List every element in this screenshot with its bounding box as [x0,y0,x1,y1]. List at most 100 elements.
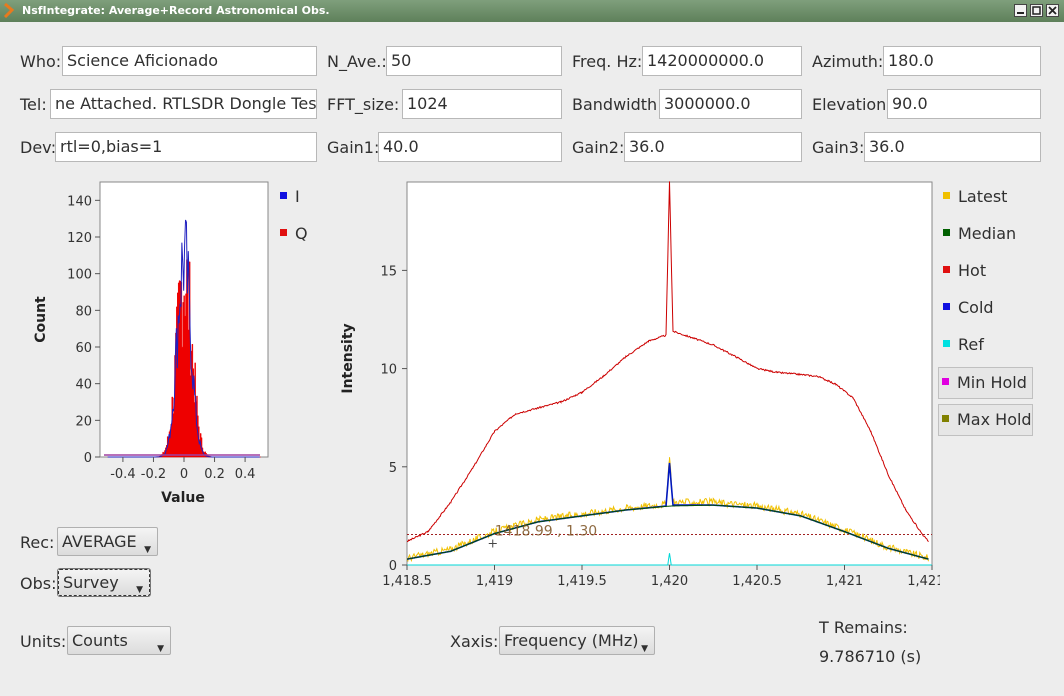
units-label: Units: [20,632,67,651]
tel-label: Tel: [20,95,47,114]
histogram-y-tick-label: 0 [84,451,92,466]
spectrum-legend-item-cold: Cold [943,293,994,323]
hist-legend-swatch-q [280,229,287,236]
maximize-button[interactable] [1030,4,1043,17]
spectrum-legend-item-hot: Hot [943,256,986,286]
obs-select[interactable]: Survey ▼ [57,568,151,597]
histogram-x-tick-label: -0.2 [141,467,166,482]
histogram-y-tick-label: 60 [75,341,92,356]
histogram-y-tick-label: 20 [75,414,92,429]
minimize-icon [1017,12,1024,14]
histogram-x-tick-label: -0.4 [110,467,135,482]
gain3-label: Gain3: [812,138,865,157]
freq-label: Freq. Hz: [572,52,643,71]
histogram-x-tick-label: 0.2 [204,467,225,482]
who-input[interactable]: Science Aficionado [62,46,317,76]
xaxis-label: Xaxis: [450,632,499,651]
hist-legend-item-i: I [280,182,300,212]
hist-legend-label-i: I [295,187,300,206]
spectrum-x-tick-label: 1,418.5 [382,574,432,589]
spectrum-legend-swatch-median [943,229,950,236]
histogram-y-tick-label: 80 [75,304,92,319]
n-ave-input[interactable]: 50 [386,46,562,76]
dev-input[interactable]: rtl=0,bias=1 [55,132,317,162]
freq-input[interactable]: 1420000000.0 [642,46,802,76]
close-icon [1048,6,1057,15]
t-remains-value: 9.786710 (s) [819,647,922,666]
histogram-y-tick-label: 100 [67,268,92,283]
title-bar: NsfIntegrate: Average+Record Astronomica… [0,0,1064,22]
fft-size-label: FFT_size: [327,95,400,114]
gain1-label: Gain1: [327,138,380,157]
gain1-input[interactable]: 40.0 [378,132,562,162]
spectrum-legend-label-hot: Hot [958,261,987,280]
app-icon [3,3,15,18]
histogram-chart: 0 20 40 60 80 100 120 140 -0.4 -0.2 0 0.2 0.4 Value Co… [33,181,269,506]
spectrum-legend-label-latest: Latest [958,187,1008,206]
spectrum-y-tick-label: 10 [380,363,397,378]
spectrum-legend-label-median: Median [958,224,1017,243]
gain2-label: Gain2: [572,138,625,157]
spectrum-chart: 1418.99 , 1.30 0 5 10 15 1,418.5 1,419 1,419.5 1… [340,181,940,589]
hist-legend-label-q: Q [295,224,308,243]
dev-label: Dev: [20,138,57,157]
units-select-value: Counts [72,631,128,650]
spectrum-x-tick-label: 1,421.5 [907,574,940,589]
spectrum-y-axis-label: Intensity [340,323,356,393]
chevron-down-icon: ▼ [641,644,648,654]
bandwidth-label: Bandwidth: [572,95,663,114]
histogram-y-axis-label: Count [33,296,49,343]
chevron-down-icon: ▼ [136,585,143,595]
spectrum-y-tick-label: 5 [389,461,397,476]
spectrum-series-hot [406,181,929,543]
spectrum-legend-swatch-min-hold [942,378,949,385]
histogram-y-tick-label: 120 [67,231,92,246]
spectrum-legend-item-ref: Ref [943,330,984,360]
t-remains-label: T Remains: [819,618,908,637]
histogram-x-tick-label: 0 [180,467,188,482]
chevron-down-icon: ▼ [144,545,151,555]
rec-select[interactable]: AVERAGE ▼ [57,527,158,556]
spectrum-y-tick-label: 0 [389,559,397,574]
spectrum-cursor-readout: 1418.99 , 1.30 [495,523,597,539]
rec-select-value: AVERAGE [62,532,137,551]
spectrum-plot-area [406,181,933,566]
histogram-y-tick-label: 40 [75,378,92,393]
spectrum-x-tick-label: 1,420.5 [732,574,782,589]
spectrum-legend-item-min-hold[interactable]: Min Hold [938,367,1033,399]
units-select[interactable]: Counts ▼ [67,626,171,655]
gain2-input[interactable]: 36.0 [624,132,802,162]
obs-select-value: Survey [63,573,119,592]
xaxis-select-value: Frequency (MHz) [504,631,639,650]
spectrum-legend-swatch-latest [943,192,950,199]
minimize-button[interactable] [1014,4,1027,17]
window-title: NsfIntegrate: Average+Record Astronomica… [22,4,330,17]
histogram-series-i [107,219,260,458]
histogram-y-tick-label: 140 [67,194,92,209]
spectrum-legend-item-median: Median [943,219,1016,249]
spectrum-legend-label-max-hold: Max Hold [957,410,1032,429]
elevation-input[interactable]: 90.0 [887,89,1041,119]
histogram-x-axis-label: Value [161,490,205,506]
spectrum-legend-label-cold: Cold [958,298,994,317]
hist-legend-item-q: Q [280,219,308,249]
fft-size-input[interactable]: 1024 [402,89,562,119]
gain3-input[interactable]: 36.0 [864,132,1041,162]
crosshair-cursor-icon [488,539,497,548]
histogram-x-tick-label: 0.4 [235,467,256,482]
spectrum-x-tick-label: 1,419 [476,574,513,589]
spectrum-legend-swatch-cold [943,303,950,310]
obs-label: Obs: [20,574,57,593]
spectrum-x-tick-label: 1,421 [826,574,863,589]
tel-input[interactable]: ne Attached. RTLSDR Dongle Test [50,89,317,119]
spectrum-legend-item-max-hold[interactable]: Max Hold [938,404,1033,436]
azimuth-input[interactable]: 180.0 [883,46,1041,76]
spectrum-y-tick-label: 15 [380,264,397,279]
chevron-down-icon: ▼ [157,644,164,654]
close-button[interactable] [1046,4,1059,17]
spectrum-legend-item-latest: Latest [943,182,1007,212]
rec-label: Rec: [20,533,55,552]
azimuth-label: Azimuth: [812,52,884,71]
bandwidth-input[interactable]: 3000000.0 [659,89,802,119]
xaxis-select[interactable]: Frequency (MHz) ▼ [499,626,655,655]
